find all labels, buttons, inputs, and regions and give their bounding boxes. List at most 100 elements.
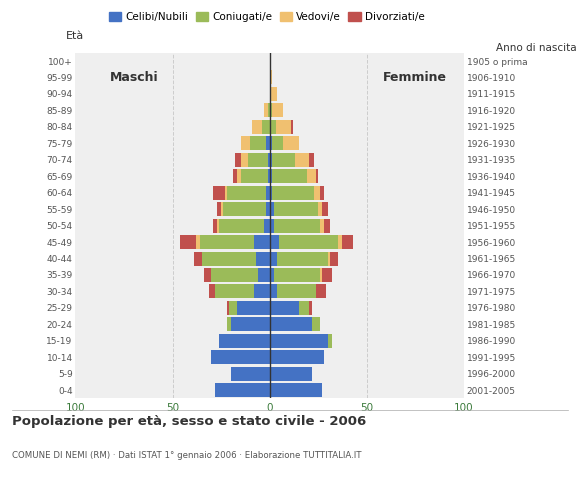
Bar bbox=[328, 252, 330, 265]
Bar bbox=[270, 136, 271, 150]
Bar bbox=[180, 235, 196, 249]
Bar bbox=[209, 285, 215, 299]
Bar bbox=[270, 268, 274, 282]
Bar bbox=[237, 169, 241, 183]
Bar bbox=[218, 218, 219, 233]
Bar bbox=[270, 218, 274, 233]
Bar bbox=[270, 202, 274, 216]
Bar bbox=[270, 317, 313, 331]
Bar bbox=[266, 202, 270, 216]
Bar bbox=[219, 218, 264, 233]
Bar bbox=[235, 153, 241, 167]
Bar bbox=[266, 136, 270, 150]
Bar bbox=[270, 71, 271, 84]
Bar bbox=[342, 235, 353, 249]
Bar bbox=[328, 334, 332, 348]
Bar bbox=[225, 186, 227, 200]
Bar bbox=[270, 252, 277, 265]
Legend: Celibi/Nubili, Coniugati/e, Vedovi/e, Divorziati/e: Celibi/Nubili, Coniugati/e, Vedovi/e, Di… bbox=[104, 8, 429, 26]
Bar bbox=[280, 235, 338, 249]
Bar bbox=[252, 120, 262, 134]
Bar bbox=[237, 301, 270, 315]
Bar bbox=[258, 268, 270, 282]
Bar bbox=[271, 103, 283, 118]
Bar bbox=[316, 169, 318, 183]
Bar bbox=[277, 285, 316, 299]
Bar bbox=[270, 367, 313, 381]
Bar bbox=[320, 186, 324, 200]
Bar bbox=[271, 186, 314, 200]
Bar bbox=[270, 235, 280, 249]
Bar bbox=[223, 202, 266, 216]
Bar bbox=[241, 153, 248, 167]
Bar bbox=[229, 301, 237, 315]
Bar bbox=[233, 169, 237, 183]
Bar bbox=[204, 268, 212, 282]
Bar bbox=[322, 202, 328, 216]
Bar bbox=[338, 235, 342, 249]
Bar bbox=[262, 120, 270, 134]
Bar bbox=[274, 202, 318, 216]
Bar bbox=[241, 136, 251, 150]
Bar bbox=[218, 202, 221, 216]
Bar bbox=[307, 169, 316, 183]
Bar bbox=[270, 383, 322, 397]
Text: Anno di nascita: Anno di nascita bbox=[496, 43, 577, 53]
Bar bbox=[251, 136, 266, 150]
Bar bbox=[268, 103, 270, 118]
Bar bbox=[254, 285, 270, 299]
Bar bbox=[316, 285, 326, 299]
Bar bbox=[320, 268, 322, 282]
Bar bbox=[264, 103, 268, 118]
Bar bbox=[283, 136, 299, 150]
Bar bbox=[256, 252, 270, 265]
Bar bbox=[318, 202, 322, 216]
Bar bbox=[215, 285, 254, 299]
Bar bbox=[309, 153, 314, 167]
Bar bbox=[254, 235, 270, 249]
Bar bbox=[322, 268, 332, 282]
Bar bbox=[309, 301, 313, 315]
Bar bbox=[274, 268, 320, 282]
Bar bbox=[295, 153, 309, 167]
Bar bbox=[314, 186, 320, 200]
Text: COMUNE DI NEMI (RM) · Dati ISTAT 1° gennaio 2006 · Elaborazione TUTTITALIA.IT: COMUNE DI NEMI (RM) · Dati ISTAT 1° genn… bbox=[12, 451, 361, 460]
Bar bbox=[271, 169, 307, 183]
Bar bbox=[248, 153, 268, 167]
Bar bbox=[221, 202, 223, 216]
Bar bbox=[270, 103, 271, 118]
Bar bbox=[270, 169, 271, 183]
Bar bbox=[227, 301, 229, 315]
Bar bbox=[264, 218, 270, 233]
Bar bbox=[200, 235, 254, 249]
Bar bbox=[291, 120, 293, 134]
Bar bbox=[268, 169, 270, 183]
Bar bbox=[212, 268, 258, 282]
Bar bbox=[330, 252, 338, 265]
Bar bbox=[270, 350, 324, 364]
Bar bbox=[270, 285, 277, 299]
Bar bbox=[270, 186, 271, 200]
Text: Femmine: Femmine bbox=[382, 71, 447, 84]
Bar bbox=[196, 235, 200, 249]
Bar bbox=[231, 367, 270, 381]
Bar bbox=[271, 153, 295, 167]
Bar bbox=[270, 334, 328, 348]
Text: Popolazione per età, sesso e stato civile - 2006: Popolazione per età, sesso e stato civil… bbox=[12, 415, 366, 428]
Bar bbox=[227, 317, 231, 331]
Bar bbox=[320, 218, 324, 233]
Bar bbox=[215, 383, 270, 397]
Bar bbox=[213, 218, 218, 233]
Bar bbox=[270, 301, 299, 315]
Bar bbox=[241, 169, 268, 183]
Bar bbox=[270, 120, 275, 134]
Bar bbox=[213, 186, 225, 200]
Bar bbox=[313, 317, 320, 331]
Text: Maschi: Maschi bbox=[110, 71, 159, 84]
Bar bbox=[271, 136, 283, 150]
Bar bbox=[270, 153, 271, 167]
Bar bbox=[266, 186, 270, 200]
Bar bbox=[276, 120, 291, 134]
Bar bbox=[212, 350, 270, 364]
Bar bbox=[268, 153, 270, 167]
